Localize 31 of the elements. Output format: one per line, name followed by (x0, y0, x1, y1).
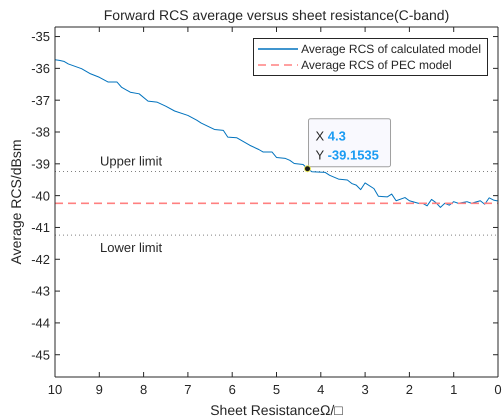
x-tick-label: 10 (48, 382, 62, 398)
y-tick-label: -40 (31, 188, 50, 204)
ref-line-label: Upper limit (100, 153, 163, 168)
x-tick-label: 5 (272, 382, 280, 398)
ref-line-label: Lower limit (100, 240, 163, 256)
y-tick-label: -43 (31, 284, 50, 299)
x-tick-label: 4 (317, 382, 324, 398)
y-tick-label: -38 (31, 124, 50, 140)
x-axis-title: Sheet ResistanceΩ/□ (210, 402, 344, 418)
annotation: X 4.3 Y -39.1535 (316, 128, 379, 163)
y-tick-label: -45 (31, 347, 50, 362)
x-tick-label: 1 (450, 382, 458, 398)
x-tick-label: 8 (140, 382, 148, 398)
y-tick-label: -44 (31, 316, 50, 331)
legend-label: Average RCS of calculated model (301, 42, 481, 56)
line-series (55, 59, 498, 208)
y-tick-label: -35 (31, 29, 50, 44)
x-tick-label: 3 (361, 382, 369, 398)
y-tick-label: -39 (31, 156, 50, 172)
y-axis-title: Average RCS/dBsm (8, 139, 24, 265)
x-tick-label: 7 (184, 382, 192, 398)
legend-label: Average RCS of PEC model (301, 58, 452, 72)
x-tick-label: 6 (228, 382, 236, 398)
y-tick-label: -37 (31, 92, 50, 108)
chart-title: Forward RCS average versus sheet resistance(C-band) (102, 7, 450, 23)
y-tick-label: -42 (31, 252, 50, 267)
x-tick-label: 9 (96, 382, 103, 398)
x-tick-label: 0 (494, 382, 502, 398)
y-tick-label: -41 (31, 220, 50, 236)
x-tick-label: 2 (406, 382, 414, 398)
y-tick-label: -36 (31, 60, 50, 76)
